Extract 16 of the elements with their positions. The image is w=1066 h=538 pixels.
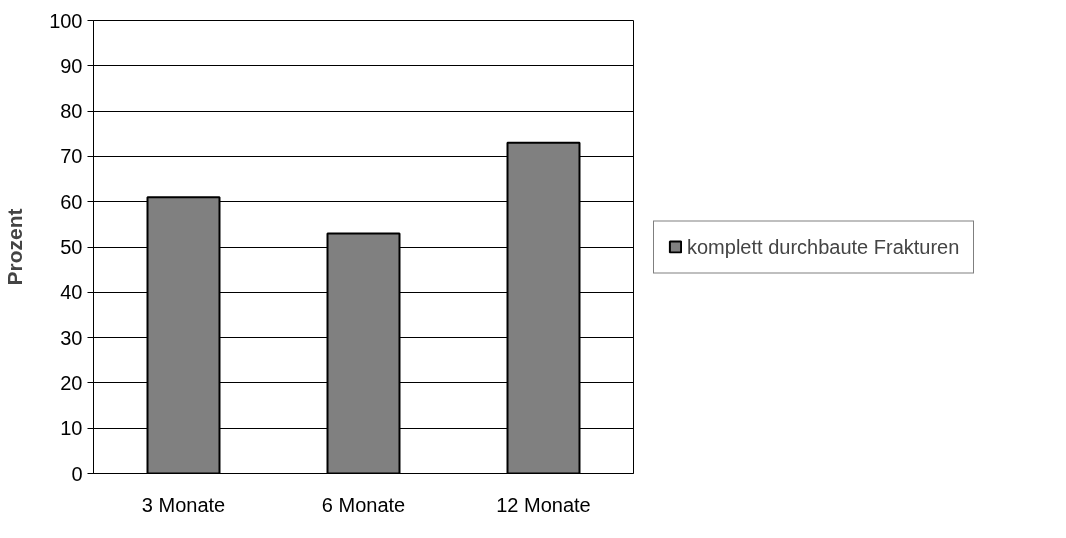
x-tick-label: 6 Monate	[321, 493, 406, 516]
y-tick-label: 50	[60, 236, 83, 258]
y-tick-label: 60	[60, 190, 83, 213]
y-tick-label: 20	[60, 371, 83, 394]
y-tick-label: 30	[60, 326, 83, 349]
y-tick-label: 80	[60, 100, 83, 123]
y-tick-label: 0	[71, 462, 83, 485]
y-tick-label: 100	[49, 9, 83, 32]
y-axis-title: Prozent	[3, 208, 27, 286]
y-tick-label: 70	[60, 145, 83, 168]
legend-label: komplett durchbaute Frakturen	[687, 235, 960, 258]
x-tick-label: 12 Monate	[496, 493, 591, 516]
y-tick-label: 40	[60, 281, 83, 304]
y-tick-label: 10	[60, 417, 83, 440]
y-tick-label: 90	[60, 54, 83, 77]
x-tick-label: 3 Monate	[141, 493, 226, 516]
